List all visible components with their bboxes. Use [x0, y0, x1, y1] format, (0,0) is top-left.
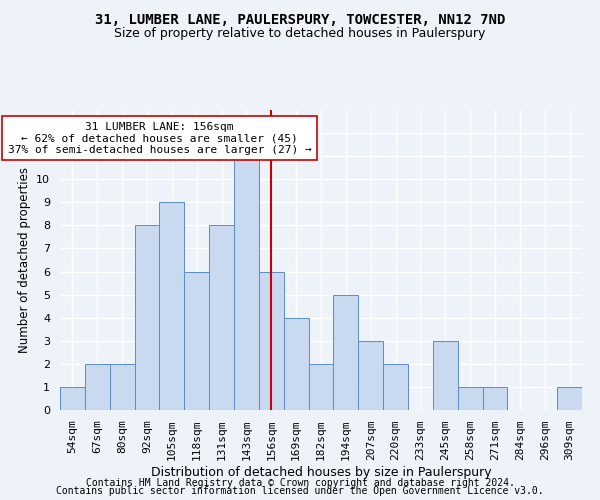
Bar — [334, 294, 358, 410]
Text: Size of property relative to detached houses in Paulerspury: Size of property relative to detached ho… — [115, 28, 485, 40]
Text: 31 LUMBER LANE: 156sqm
← 62% of detached houses are smaller (45)
37% of semi-det: 31 LUMBER LANE: 156sqm ← 62% of detached… — [8, 122, 311, 154]
X-axis label: Distribution of detached houses by size in Paulerspury: Distribution of detached houses by size … — [151, 466, 491, 479]
Bar — [358, 341, 383, 410]
Bar — [284, 318, 308, 410]
Bar — [433, 341, 458, 410]
Bar — [259, 272, 284, 410]
Bar — [110, 364, 134, 410]
Y-axis label: Number of detached properties: Number of detached properties — [17, 167, 31, 353]
Bar — [160, 202, 184, 410]
Text: Contains HM Land Registry data © Crown copyright and database right 2024.: Contains HM Land Registry data © Crown c… — [86, 478, 514, 488]
Bar — [60, 387, 85, 410]
Text: 31, LUMBER LANE, PAULERSPURY, TOWCESTER, NN12 7ND: 31, LUMBER LANE, PAULERSPURY, TOWCESTER,… — [95, 12, 505, 26]
Bar — [134, 226, 160, 410]
Bar — [458, 387, 482, 410]
Bar — [209, 226, 234, 410]
Text: Contains public sector information licensed under the Open Government Licence v3: Contains public sector information licen… — [56, 486, 544, 496]
Bar — [482, 387, 508, 410]
Bar — [234, 156, 259, 410]
Bar — [383, 364, 408, 410]
Bar — [85, 364, 110, 410]
Bar — [308, 364, 334, 410]
Bar — [557, 387, 582, 410]
Bar — [184, 272, 209, 410]
